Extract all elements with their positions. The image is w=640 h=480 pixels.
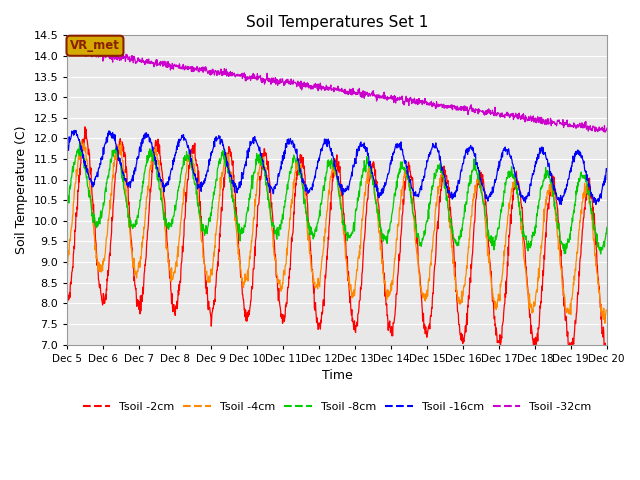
Line: Tsoil -4cm: Tsoil -4cm [67, 140, 607, 324]
Tsoil -4cm [421, 295, 429, 300]
Tsoil -32cm [171, 61, 179, 67]
Tsoil -8cm [421, 228, 429, 234]
Tsoil -2cm [244, 314, 252, 320]
Tsoil -2cm [81, 124, 89, 130]
Line: Tsoil -8cm: Tsoil -8cm [67, 142, 607, 254]
Tsoil -4cm [244, 278, 252, 284]
Line: Tsoil -2cm: Tsoil -2cm [67, 127, 607, 359]
Tsoil -32cm [244, 76, 252, 82]
Tsoil -4cm [171, 268, 179, 274]
Tsoil -32cm [184, 65, 191, 71]
Tsoil -2cm [184, 177, 191, 182]
Tsoil -4cm [601, 321, 609, 326]
Tsoil -16cm [603, 168, 611, 173]
Tsoil -8cm [171, 208, 179, 214]
Tsoil -2cm [171, 305, 179, 311]
Tsoil -4cm [603, 307, 611, 313]
Tsoil -4cm [539, 227, 547, 233]
Y-axis label: Soil Temperature (C): Soil Temperature (C) [15, 126, 28, 254]
Tsoil -8cm [492, 233, 499, 239]
Tsoil -32cm [421, 96, 429, 101]
Tsoil -32cm [603, 125, 611, 131]
Title: Soil Temperatures Set 1: Soil Temperatures Set 1 [246, 15, 428, 30]
Legend: Tsoil -2cm, Tsoil -4cm, Tsoil -8cm, Tsoil -16cm, Tsoil -32cm: Tsoil -2cm, Tsoil -4cm, Tsoil -8cm, Tsoi… [78, 397, 596, 416]
Tsoil -8cm [76, 139, 84, 145]
Tsoil -2cm [63, 289, 71, 295]
Tsoil -16cm [492, 177, 499, 182]
Tsoil -2cm [421, 327, 429, 333]
Line: Tsoil -32cm: Tsoil -32cm [67, 45, 607, 132]
Tsoil -32cm [601, 129, 609, 135]
Tsoil -8cm [244, 204, 252, 210]
Tsoil -32cm [63, 46, 71, 51]
Tsoil -32cm [66, 42, 74, 48]
Tsoil -2cm [602, 356, 610, 361]
Text: VR_met: VR_met [70, 39, 120, 52]
X-axis label: Time: Time [322, 369, 353, 382]
Tsoil -16cm [592, 202, 600, 207]
Line: Tsoil -16cm: Tsoil -16cm [67, 131, 607, 204]
Tsoil -16cm [539, 144, 547, 150]
Tsoil -16cm [421, 168, 429, 174]
Tsoil -4cm [492, 299, 499, 304]
Tsoil -32cm [492, 110, 499, 116]
Tsoil -16cm [63, 147, 71, 153]
Tsoil -8cm [539, 179, 547, 184]
Tsoil -2cm [603, 353, 611, 359]
Tsoil -4cm [63, 265, 71, 271]
Tsoil -2cm [539, 267, 547, 273]
Tsoil -8cm [184, 154, 191, 160]
Tsoil -8cm [597, 251, 605, 257]
Tsoil -16cm [171, 156, 179, 162]
Tsoil -4cm [77, 137, 85, 143]
Tsoil -16cm [70, 128, 78, 133]
Tsoil -2cm [492, 321, 499, 327]
Tsoil -8cm [603, 225, 611, 230]
Tsoil -16cm [184, 145, 191, 151]
Tsoil -16cm [244, 155, 252, 161]
Tsoil -8cm [63, 194, 71, 200]
Tsoil -4cm [184, 157, 191, 163]
Tsoil -32cm [539, 116, 547, 122]
